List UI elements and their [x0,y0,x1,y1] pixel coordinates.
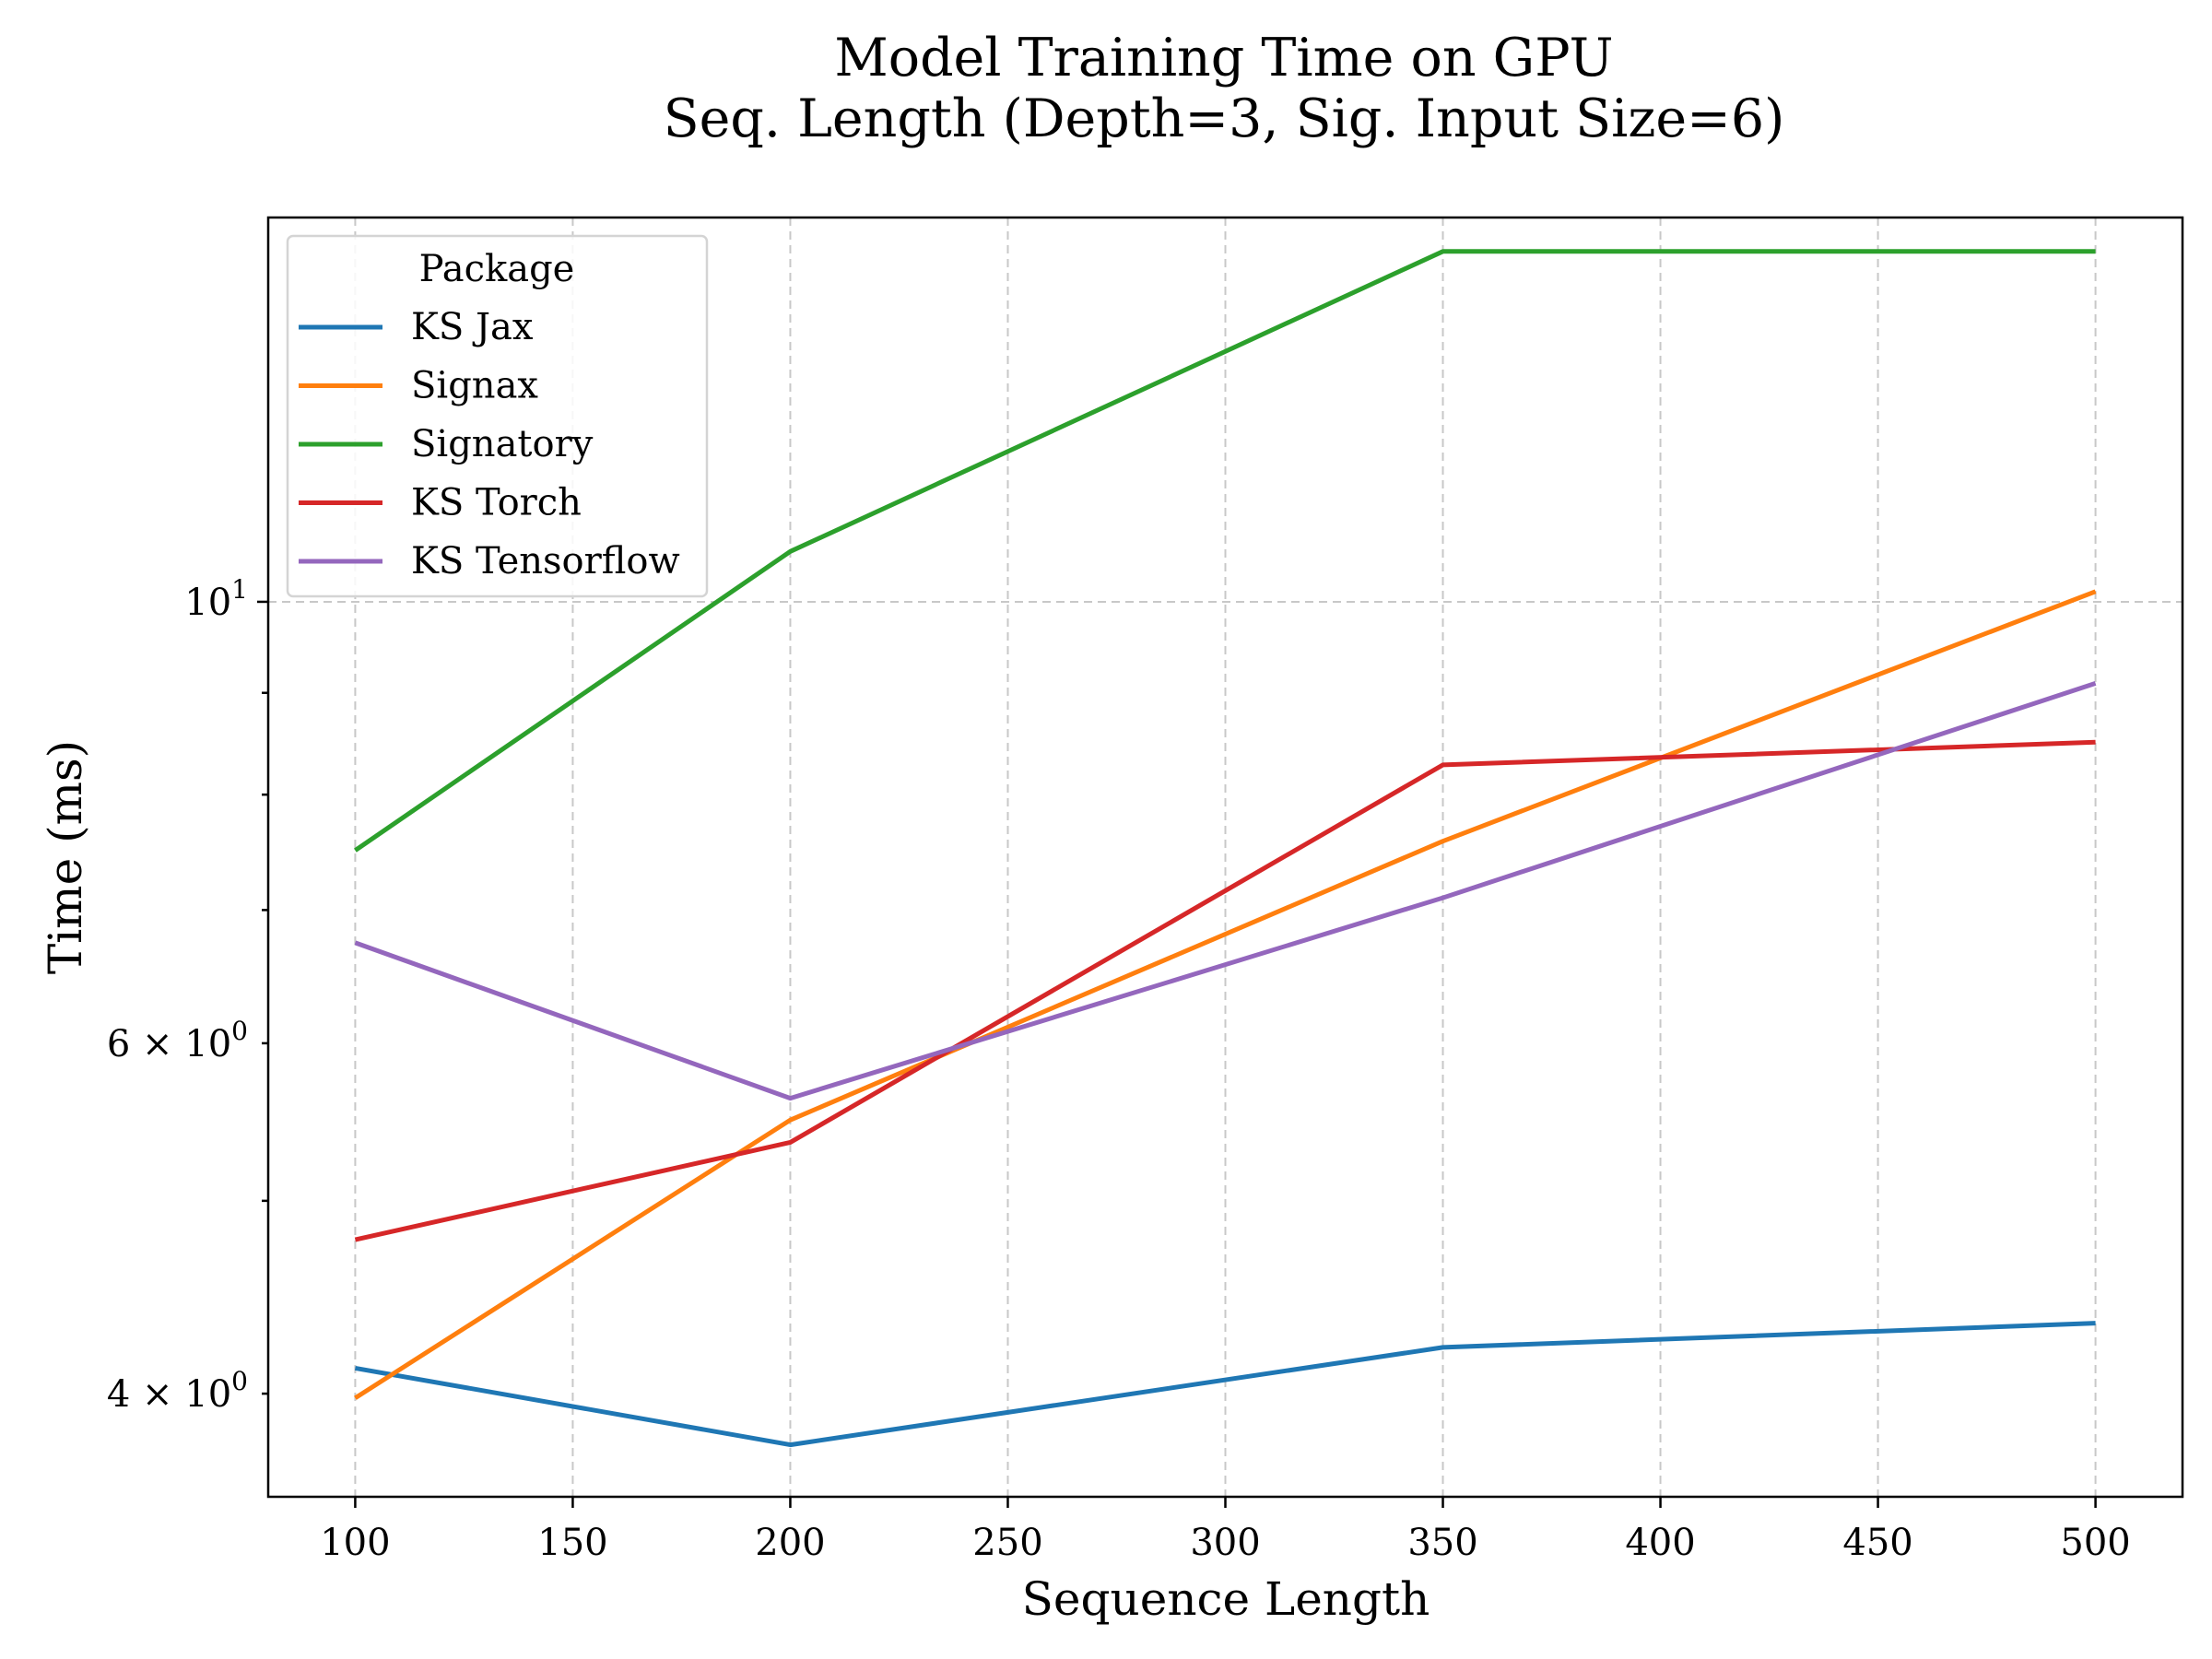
legend-box [286,234,709,598]
legend-label-ks-torch: KS Torch [411,482,582,524]
x-tick-label: 300 [1190,1522,1260,1564]
y-tick-label: 4 × 100 [107,1366,248,1416]
legend-title: Package [419,248,575,290]
y-tick-label-base: 4 × 10 [107,1373,231,1416]
y-axis-label: Time (ms) [39,740,92,974]
x-axis-label: Sequence Length [1022,1572,1430,1626]
legend: Package KS Jax Signax Signatory KS Torch KS … [286,234,709,598]
x-tick-label: 250 [972,1522,1042,1564]
series-line-signatory [353,249,2096,853]
legend-label-ks-jax: KS Jax [411,306,534,348]
x-tick-label: 450 [1842,1522,1912,1564]
series-line-signax [354,589,2097,1400]
y-tick-label-exponent: 0 [231,1366,248,1396]
chart-title: Model Training Time on GPU [834,28,1613,88]
y-tick-label-base: 10 [184,582,231,624]
y-tick-label-exponent: 0 [231,1016,248,1046]
y-tick-label: 101 [184,574,248,624]
series-lines [353,249,2097,1448]
x-tick-label: 500 [2060,1522,2130,1564]
x-tick-label: 400 [1625,1522,1695,1564]
series-line-ks-torch [354,739,2096,1242]
legend-label-signax: Signax [411,365,538,407]
series-line-ks-jax [354,1321,2096,1448]
y-tick-label: 6 × 100 [107,1016,248,1065]
series-line-ks-tensorflow [354,681,2097,1101]
x-tick-label: 100 [320,1522,390,1564]
x-tick-label: 350 [1407,1522,1477,1564]
legend-label-signatory: Signatory [411,423,594,465]
x-tick-label: 150 [537,1522,607,1564]
y-tick-label-exponent: 1 [231,574,248,605]
x-tick-label: 200 [755,1522,825,1564]
legend-label-ks-tensorflow: KS Tensorflow [411,540,680,582]
y-tick-label-base: 6 × 10 [107,1023,231,1065]
chart-subtitle: Seq. Length (Depth=3, Sig. Input Size=6) [664,88,1785,149]
